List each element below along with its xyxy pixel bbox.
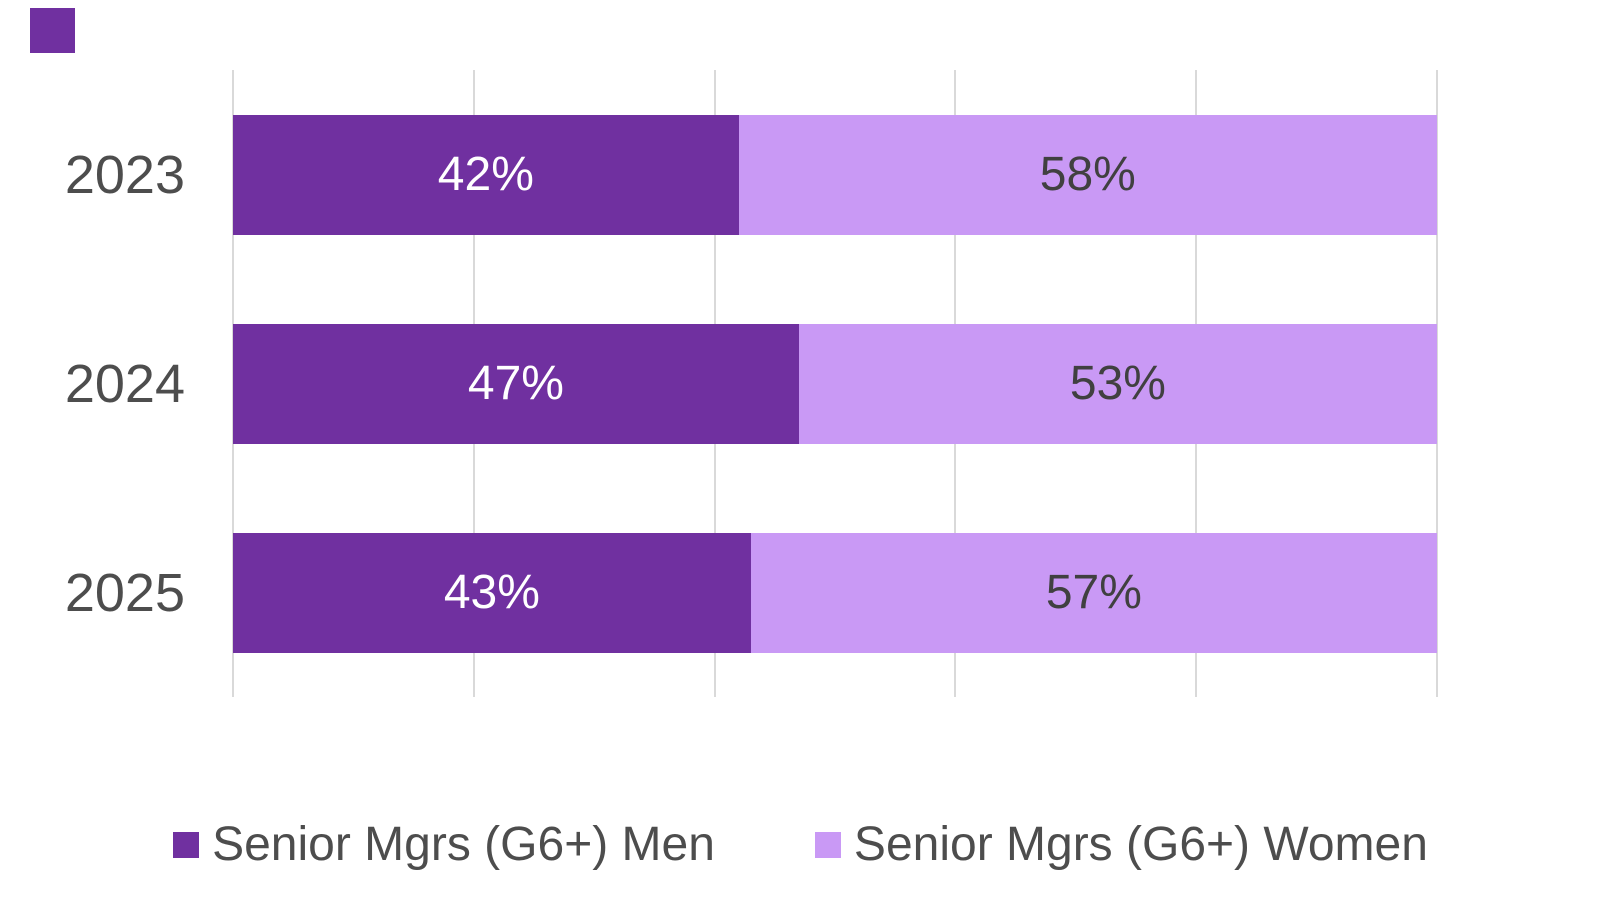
legend-label: Senior Mgrs (G6+) Women [853, 818, 1428, 871]
bar-segment-men: 43% [233, 532, 751, 653]
legend-swatch-women [814, 832, 841, 858]
bar-segment-women: 53% [798, 323, 1437, 444]
bar-value-label: 43% [443, 565, 540, 619]
bar-value-label: 53% [1069, 356, 1166, 410]
bar-value-label: 47% [467, 356, 564, 410]
bar-row: 43% 57% [233, 532, 1437, 653]
bar-row: 47% 53% [233, 323, 1437, 444]
legend-label: Senior Mgrs (G6+) Men [212, 818, 715, 871]
corner-accent-square [30, 8, 75, 53]
bar-value-label: 42% [437, 147, 534, 201]
legend-item-men: Senior Mgrs (G6+) Men [173, 821, 715, 869]
bar-row: 42% 58% [233, 114, 1437, 235]
bar-segment-women: 58% [738, 114, 1437, 235]
category-label: 2024 [64, 353, 185, 414]
bar-segment-men: 42% [233, 114, 739, 235]
gridline [1436, 70, 1438, 697]
bar-segment-men: 47% [233, 323, 799, 444]
legend-item-women: Senior Mgrs (G6+) Women [814, 818, 1428, 871]
legend: Senior Mgrs (G6+) Men Senior Mgrs (G6+) W… [0, 810, 1601, 880]
bar-segment-women: 57% [750, 532, 1437, 653]
bar-value-label: 58% [1039, 147, 1136, 201]
bar-value-label: 57% [1045, 565, 1142, 619]
plot-area: 42% 58% 47% 53% 43% 57% [232, 70, 1438, 697]
category-label: 2025 [64, 562, 185, 623]
category-label: 2023 [64, 144, 185, 205]
legend-swatch-men [173, 832, 200, 858]
